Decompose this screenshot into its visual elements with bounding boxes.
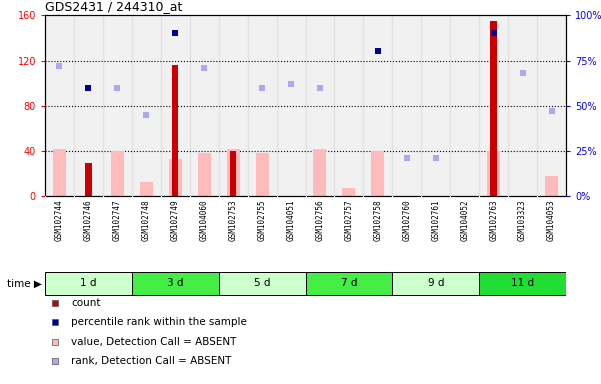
Text: GSM104060: GSM104060 xyxy=(200,200,209,242)
Bar xyxy=(392,272,479,295)
Bar xyxy=(45,15,74,196)
Bar xyxy=(74,15,103,196)
Bar xyxy=(140,182,153,196)
Text: 3 d: 3 d xyxy=(167,278,183,288)
Text: GSM102748: GSM102748 xyxy=(142,200,151,242)
Text: GSM102746: GSM102746 xyxy=(84,200,93,242)
Text: GSM102749: GSM102749 xyxy=(171,200,180,242)
Text: GSM104051: GSM104051 xyxy=(287,200,296,242)
Bar xyxy=(276,15,305,196)
Text: 11 d: 11 d xyxy=(511,278,534,288)
Bar xyxy=(305,272,392,295)
Bar xyxy=(172,65,178,196)
Text: 5 d: 5 d xyxy=(254,278,270,288)
Text: GSM102761: GSM102761 xyxy=(432,200,441,242)
Bar xyxy=(45,272,132,295)
Text: GSM102760: GSM102760 xyxy=(402,200,411,242)
Text: GSM102758: GSM102758 xyxy=(373,200,382,242)
Text: 9 d: 9 d xyxy=(427,278,444,288)
Text: percentile rank within the sample: percentile rank within the sample xyxy=(71,318,247,328)
Bar xyxy=(314,149,326,196)
Text: GSM102744: GSM102744 xyxy=(55,200,64,242)
Bar xyxy=(103,15,132,196)
Text: value, Detection Call = ABSENT: value, Detection Call = ABSENT xyxy=(71,337,236,347)
Text: GSM104053: GSM104053 xyxy=(547,200,556,242)
Text: GSM104052: GSM104052 xyxy=(460,200,469,242)
Bar xyxy=(487,151,500,196)
Text: GSM102753: GSM102753 xyxy=(228,200,237,242)
Bar xyxy=(305,15,334,196)
Bar xyxy=(479,15,508,196)
Bar xyxy=(227,149,240,196)
Bar xyxy=(132,272,219,295)
Text: GSM102756: GSM102756 xyxy=(316,200,325,242)
Bar xyxy=(219,15,248,196)
Bar xyxy=(479,272,566,295)
Bar xyxy=(190,15,219,196)
Text: GSM102755: GSM102755 xyxy=(258,200,267,242)
Bar xyxy=(508,15,537,196)
Bar xyxy=(490,21,497,196)
Bar xyxy=(230,151,236,196)
Bar xyxy=(219,272,305,295)
Text: time ▶: time ▶ xyxy=(7,278,42,288)
Text: 7 d: 7 d xyxy=(341,278,357,288)
Text: rank, Detection Call = ABSENT: rank, Detection Call = ABSENT xyxy=(71,356,231,366)
Bar xyxy=(537,15,566,196)
Text: GSM102747: GSM102747 xyxy=(113,200,122,242)
Bar xyxy=(450,15,479,196)
Bar xyxy=(248,15,276,196)
Bar xyxy=(169,159,182,196)
Bar xyxy=(343,188,355,196)
Bar xyxy=(161,15,190,196)
Bar xyxy=(364,15,392,196)
Text: GDS2431 / 244310_at: GDS2431 / 244310_at xyxy=(45,0,182,13)
Text: count: count xyxy=(71,298,100,308)
Bar xyxy=(85,163,91,196)
Bar xyxy=(132,15,161,196)
Bar xyxy=(53,149,66,196)
Bar xyxy=(198,153,211,196)
Bar xyxy=(392,15,421,196)
Bar xyxy=(421,15,450,196)
Bar xyxy=(371,151,385,196)
Bar xyxy=(545,175,558,196)
Bar xyxy=(334,15,364,196)
Text: GSM102757: GSM102757 xyxy=(344,200,353,242)
Text: 1 d: 1 d xyxy=(80,278,97,288)
Bar xyxy=(255,153,269,196)
Text: GSM102763: GSM102763 xyxy=(489,200,498,242)
Text: GSM103323: GSM103323 xyxy=(518,200,527,242)
Bar xyxy=(111,151,124,196)
